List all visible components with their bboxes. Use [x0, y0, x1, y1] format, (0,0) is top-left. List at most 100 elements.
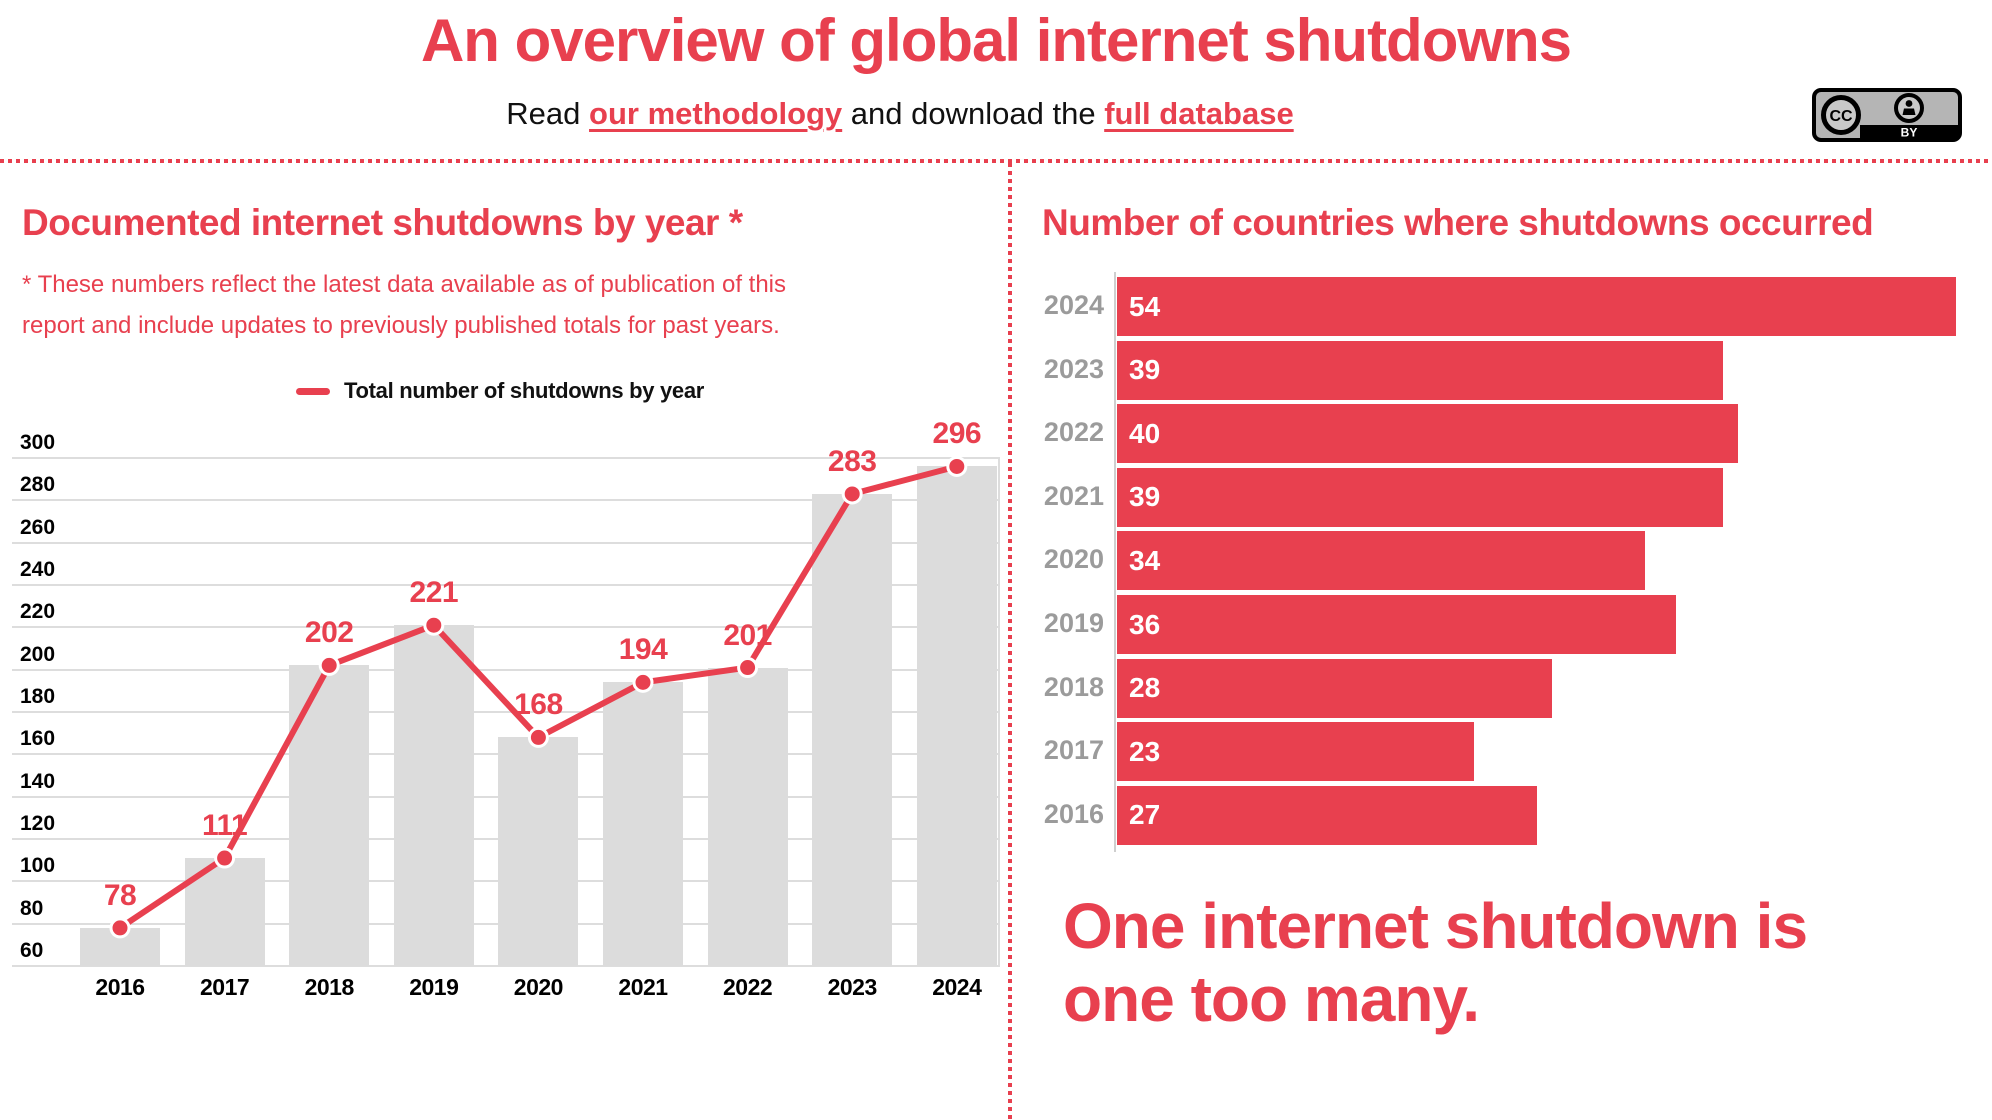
left-chart-disclaimer: * These numbers reflect the latest data …	[22, 264, 982, 346]
bar-2020: 34	[1117, 531, 1646, 591]
y-axis-label: 140	[20, 769, 56, 793]
y-axis-label: 260	[20, 515, 56, 539]
gridline	[12, 668, 1000, 671]
gridline	[12, 499, 1000, 502]
data-point-label: 78	[103, 878, 137, 912]
right-chart-heading: Number of countries where shutdowns occu…	[1042, 202, 1874, 243]
data-point-label: 221	[409, 576, 459, 610]
column-2024	[916, 466, 997, 966]
x-axis-label: 2023	[827, 974, 878, 1000]
column-2022	[707, 667, 788, 966]
year-label-2020: 2020	[1043, 544, 1104, 575]
x-axis-label: 2019	[409, 974, 459, 1000]
tagline-line-2: one too many.	[1063, 962, 1480, 1035]
column-2023	[812, 493, 893, 966]
page-title: An overview of global internet shutdowns	[420, 7, 1572, 74]
legend-line-swatch	[296, 387, 330, 395]
year-label-2022: 2022	[1043, 417, 1104, 448]
column-2020	[498, 737, 579, 966]
gridline	[12, 457, 1000, 459]
data-point-label: 202	[304, 616, 354, 650]
bar-value-label: 54	[1129, 290, 1161, 322]
legend-label: Total number of shutdowns by year	[344, 378, 705, 403]
y-axis-label: 60	[20, 939, 44, 962]
year-label-2017: 2017	[1043, 735, 1104, 766]
methodology-link[interactable]: our methodology	[589, 96, 843, 131]
data-point-2022	[737, 657, 759, 679]
y-axis-label: 100	[20, 854, 56, 878]
year-label-2024: 2024	[1043, 290, 1104, 320]
bar-2017: 23	[1117, 722, 1475, 782]
bar-2022: 40	[1117, 404, 1739, 464]
data-point-2018	[318, 654, 340, 676]
bar-2016: 27	[1117, 785, 1537, 845]
gridline	[12, 626, 1000, 629]
data-point-2017	[214, 847, 236, 869]
x-axis-label: 2016	[95, 974, 145, 1000]
database-link[interactable]: full database	[1104, 96, 1294, 131]
cc-by-license-icon: CC BY	[1812, 88, 1962, 142]
year-label-2019: 2019	[1043, 608, 1104, 638]
cc-by-license-badge[interactable]: CC BY	[1812, 88, 1962, 142]
data-point-label: 201	[723, 618, 772, 652]
column-2019	[393, 625, 474, 966]
data-point-2024	[946, 455, 968, 477]
gridline	[12, 965, 1000, 967]
bar-2023: 39	[1117, 340, 1723, 400]
bar-2021: 39	[1117, 467, 1723, 527]
bar-2019: 36	[1117, 595, 1677, 654]
subtitle-prefix: Read	[506, 96, 590, 131]
tagline: One internet shutdown is one too many.	[1063, 890, 1963, 1036]
svg-text:BY: BY	[1901, 126, 1918, 140]
y-axis-label: 220	[20, 600, 56, 624]
data-point-label: 296	[932, 417, 982, 451]
countries-bar-chart: 2024 54 2023 39 2022 40 2021 39 2020 34 2019 36 2018…	[1028, 270, 1978, 856]
year-label-2023: 2023	[1043, 353, 1104, 384]
year-label-2016: 2016	[1043, 798, 1104, 829]
gridline	[12, 584, 1000, 586]
bar-value-label: 40	[1129, 417, 1161, 449]
gridline	[12, 541, 1000, 544]
column-2021	[603, 682, 683, 966]
left-chart-heading: Documented internet shutdowns by year *	[22, 202, 743, 243]
data-point-2019	[423, 614, 445, 636]
bar-2024: 54	[1117, 277, 1956, 336]
gridline	[12, 711, 1000, 713]
y-axis-label: 120	[20, 812, 56, 835]
bar-value-label: 27	[1129, 799, 1161, 831]
y-axis-label: 180	[20, 685, 56, 708]
x-axis-label: 2024	[932, 974, 982, 1000]
x-axis-label: 2022	[723, 974, 773, 1000]
data-point-2023	[841, 483, 863, 505]
bar-value-label: 34	[1129, 544, 1161, 576]
disclaimer-line-1: * These numbers reflect the latest data …	[22, 271, 787, 298]
data-point-label: 168	[514, 688, 563, 722]
subtitle: Read our methodology and download the fu…	[0, 96, 1800, 132]
y-axis-label: 300	[20, 431, 56, 454]
year-label-2021: 2021	[1043, 480, 1104, 511]
bar-value-label: 39	[1129, 481, 1161, 513]
divider-vertical	[1008, 163, 1012, 1120]
axis-line	[1114, 272, 1116, 852]
x-axis-label: 2018	[304, 974, 355, 1000]
line-series	[109, 455, 968, 939]
bar-value-label: 36	[1129, 608, 1161, 640]
data-point-label: 283	[827, 444, 877, 478]
svg-text:CC: CC	[1829, 108, 1853, 125]
y-axis-label: 80	[20, 896, 44, 920]
data-point-label: 194	[618, 633, 668, 667]
disclaimer-line-2: report and include updates to previously…	[22, 312, 780, 339]
y-axis-label: 280	[20, 473, 56, 497]
y-axis-label: 200	[20, 642, 56, 666]
subtitle-middle: and download the	[842, 96, 1105, 131]
x-axis-label: 2021	[618, 974, 668, 1000]
data-point-2016	[109, 917, 131, 939]
divider-horizontal	[0, 159, 1992, 163]
data-point-label: 111	[201, 809, 248, 843]
line-chart-legend: Total number of shutdowns by year	[296, 378, 704, 404]
bar-value-label: 39	[1129, 354, 1161, 386]
year-label-2018: 2018	[1043, 671, 1104, 702]
tagline-line-1: One internet shutdown is	[1063, 890, 1808, 962]
plot-right-edge	[998, 458, 1000, 966]
y-axis-label: 160	[20, 727, 56, 751]
